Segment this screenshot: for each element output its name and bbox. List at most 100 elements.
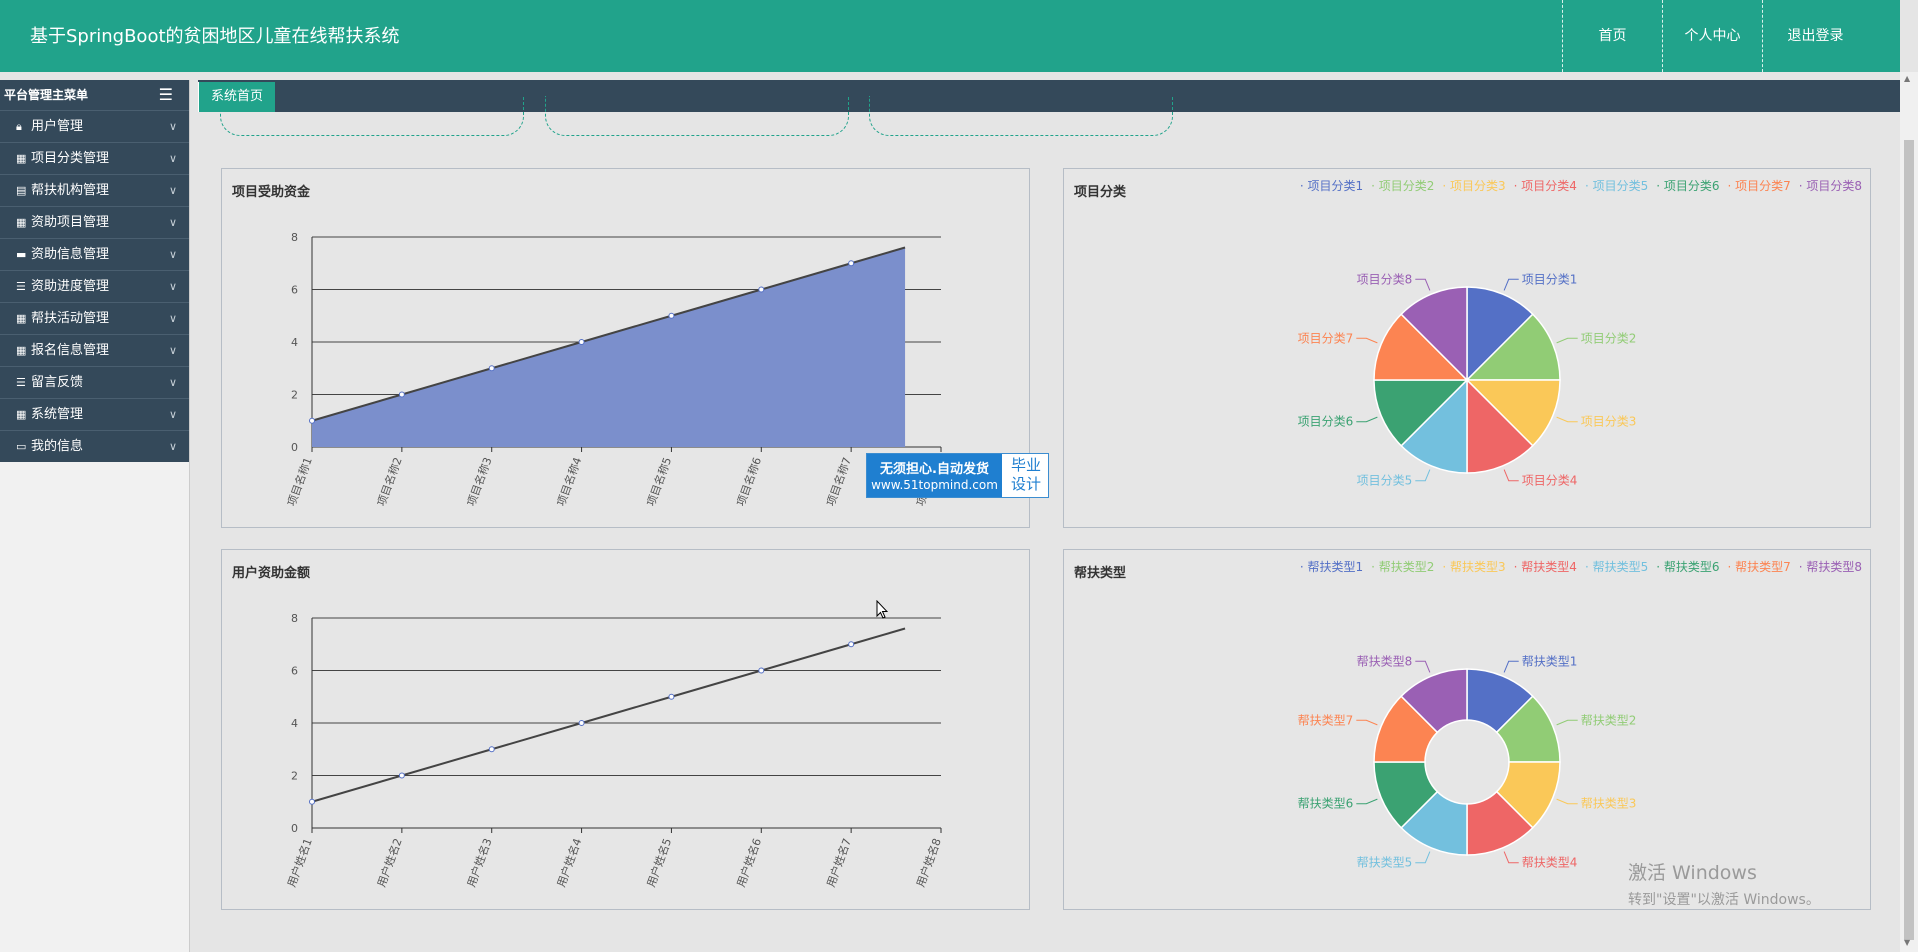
legend-item[interactable]: · 项目分类8 [1798,179,1862,193]
x-tick-label: 用户姓名2 [374,836,405,889]
legend-item[interactable]: · 帮扶类型7 [1727,560,1791,574]
legend-item[interactable]: · 帮扶类型8 [1798,560,1862,574]
data-point [398,391,405,398]
sidebar-item-aid-progress[interactable]: ☰ 资助进度管理 ∨ [0,270,189,302]
data-point [758,286,765,293]
list-icon: ☰ [16,280,26,293]
sidebar-item-organizations[interactable]: ▤ 帮扶机构管理 ∨ [0,174,189,206]
stat-card [220,96,524,136]
x-tick-label: 项目名称2 [374,455,405,508]
data-point [488,746,495,753]
vertical-scrollbar[interactable]: ▲ ▼ [1900,72,1918,952]
chevron-down-icon: ∨ [168,440,177,453]
legend-item[interactable]: · 项目分类6 [1656,179,1720,193]
sidebar-item-label: 资助项目管理 [31,215,110,230]
legend-item[interactable]: · 帮扶类型3 [1442,560,1506,574]
sidebar-item-label: 用户管理 [31,119,84,134]
scrollbar-thumb[interactable] [1904,140,1914,940]
x-tick-label: 项目名称3 [464,455,495,508]
legend-item[interactable]: · 项目分类5 [1584,179,1649,193]
legend-item[interactable]: · 帮扶类型4 [1513,560,1577,574]
chevron-down-icon: ∨ [168,184,177,197]
nav-home[interactable]: 首页 [1562,0,1662,72]
label-line [1415,660,1431,673]
sidebar-item-activities[interactable]: ▦ 帮扶活动管理 ∨ [0,302,189,334]
tab-bar: 系统首页 [198,80,1900,112]
x-tick-label: 项目名称7 [823,455,854,508]
y-tick-label: 2 [291,389,298,402]
slice-label: 帮扶类型5 [1357,855,1413,870]
sidebar-item-users[interactable]: 🔒︎ 用户管理 ∨ [0,110,189,142]
chevron-down-icon: ∨ [168,248,177,261]
chevron-down-icon: ∨ [168,120,177,133]
label-line [1556,337,1578,344]
x-tick-label: 用户姓名4 [554,836,585,889]
watermark-line1: 无须担心.自动发货 [880,462,989,477]
y-tick-label: 8 [291,231,298,244]
chevron-down-icon: ∨ [168,152,177,165]
data-point [309,798,315,805]
sidebar-item-label: 资助信息管理 [31,247,110,262]
sidebar-item-system[interactable]: ▦ 系统管理 ∨ [0,398,189,430]
monitor-icon: ▬ [16,248,27,261]
label-line [1356,337,1378,344]
lock-icon: 🔒︎ [16,120,22,133]
y-tick-label: 8 [291,612,298,625]
legend-item[interactable]: · 帮扶类型2 [1371,560,1435,574]
watermark-side1: 毕业 [1010,456,1041,474]
sidebar-item-aid-projects[interactable]: ▦ 资助项目管理 ∨ [0,206,189,238]
sidebar-item-aid-info[interactable]: ▬ 资助信息管理 ∨ [0,238,189,270]
nav-profile[interactable]: 个人中心 [1662,0,1762,72]
clipboard-icon: ▤ [16,184,27,197]
chart-title: 用户资助金额 [232,566,311,581]
y-tick-label: 2 [291,770,298,783]
sidebar-item-feedback[interactable]: ☰ 留言反馈 ∨ [0,366,189,398]
nav-logout[interactable]: 退出登录 [1762,0,1868,72]
legend-item[interactable]: · 帮扶类型5 [1584,560,1649,574]
legend-item[interactable]: · 项目分类2 [1371,179,1435,193]
chart-panel-aid-type: 帮扶类型 · 帮扶类型1 · 帮扶类型2 · 帮扶类型3 · 帮扶类型4 · 帮扶类型5… [1063,549,1871,910]
legend-item[interactable]: · 项目分类1 [1299,179,1364,193]
legend-item[interactable]: · 帮扶类型6 [1656,560,1720,574]
x-tick-label: 用户姓名3 [464,836,495,889]
legend-item[interactable]: · 项目分类4 [1513,179,1577,193]
grid-icon: ▦ [16,312,27,325]
activation-title: 激活 Windows [1628,862,1757,884]
menu-toggle-icon[interactable]: ☰ [158,85,173,104]
slice-label: 帮扶类型3 [1581,796,1637,811]
legend-item[interactable]: · 项目分类3 [1442,179,1506,193]
y-tick-label: 6 [291,665,298,678]
label-line [1356,416,1378,423]
pie-slice [1466,286,1534,382]
scroll-up-icon[interactable]: ▲ [1904,74,1911,83]
sidebar-item-label: 系统管理 [31,407,84,422]
slice-label: 帮扶类型7 [1298,712,1354,727]
label-line [1503,851,1519,864]
activation-subtitle: 转到"设置"以激活 Windows。 [1628,892,1820,908]
label-line [1556,798,1578,805]
chevron-down-icon: ∨ [168,344,177,357]
table-icon: ▦ [16,216,27,229]
slice-label: 项目分类4 [1522,474,1578,488]
x-tick-label: 用户姓名7 [823,836,854,889]
pie-slice [1373,379,1469,447]
sidebar-item-project-category[interactable]: ▦ 项目分类管理 ∨ [0,142,189,174]
data-point [668,693,675,700]
x-tick-label: 项目名称1 [284,455,315,508]
slice-label: 项目分类5 [1357,474,1413,488]
x-tick-label: 用户姓名8 [913,836,944,889]
scroll-down-icon[interactable]: ▼ [1904,938,1911,947]
legend-item[interactable]: · 帮扶类型1 [1299,560,1364,574]
x-tick-label: 用户姓名6 [734,836,765,889]
slice-label: 项目分类8 [1357,272,1413,286]
data-point [848,641,855,648]
legend-item[interactable]: · 项目分类7 [1727,179,1791,193]
pie-slice [1400,286,1468,382]
sidebar-item-label: 报名信息管理 [31,343,110,358]
card-icon: ▭ [16,440,27,453]
data-point [309,417,315,424]
y-tick-label: 6 [291,284,298,297]
sidebar-item-my-info[interactable]: ▭ 我的信息 ∨ [0,430,189,462]
label-line [1556,416,1578,423]
sidebar-item-registrations[interactable]: ▦ 报名信息管理 ∨ [0,334,189,366]
